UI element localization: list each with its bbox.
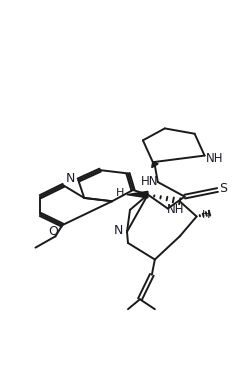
Text: N: N [65, 172, 75, 185]
Polygon shape [127, 192, 147, 198]
Text: O: O [48, 225, 58, 238]
Text: NH: NH [166, 203, 184, 216]
Text: NH: NH [205, 152, 223, 165]
Text: H: H [201, 210, 209, 220]
Text: N: N [113, 225, 122, 238]
Text: S: S [218, 182, 226, 195]
Text: H: H [115, 188, 124, 198]
Text: HN: HN [140, 175, 158, 188]
